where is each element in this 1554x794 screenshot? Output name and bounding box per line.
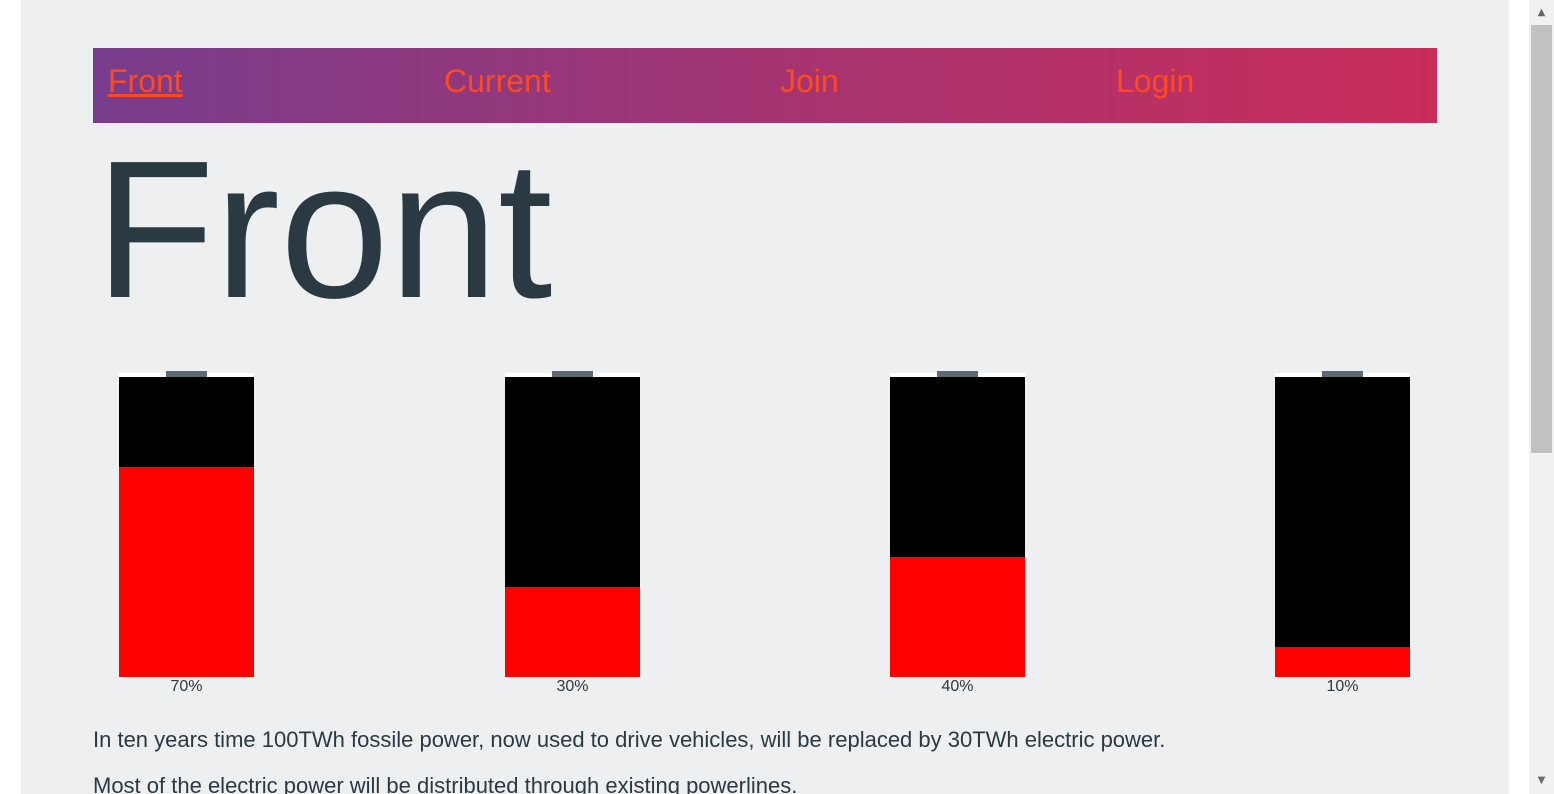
page-title: Front	[95, 120, 553, 339]
battery-body	[890, 377, 1025, 677]
top-nav: Front Current Join Login	[93, 48, 1437, 123]
battery-gauge: 30%	[505, 371, 640, 701]
nav-link-current[interactable]: Current	[444, 63, 551, 99]
battery-terminal	[166, 371, 207, 377]
nav-link-front[interactable]: Front	[108, 63, 183, 99]
scrollbar-thumb[interactable]	[1531, 25, 1552, 453]
nav-link-join[interactable]: Join	[780, 63, 839, 99]
battery-percent-label: 70%	[170, 678, 203, 695]
battery-gauge: 70%	[119, 371, 254, 701]
scroll-up-icon[interactable]: ▲	[1537, 7, 1546, 18]
battery-body	[505, 377, 640, 677]
battery-gauge: 10%	[1275, 371, 1410, 701]
powerlines-paragraph: Most of the electric power will be distr…	[93, 773, 798, 794]
battery-fill	[119, 467, 254, 677]
scroll-down-icon[interactable]: ▼	[1537, 775, 1546, 786]
intro-paragraph: In ten years time 100TWh fossile power, …	[93, 727, 1166, 752]
nav-link-login[interactable]: Login	[1116, 63, 1195, 99]
vertical-scrollbar[interactable]: ▲ ▼	[1529, 0, 1554, 794]
battery-terminal	[1322, 371, 1363, 377]
battery-body	[119, 377, 254, 677]
page-container: Front Current Join Login Front 70% 30% 4…	[21, 0, 1509, 794]
battery-fill	[505, 587, 640, 677]
battery-terminal	[552, 371, 593, 377]
battery-percent-label: 40%	[941, 678, 974, 695]
battery-body	[1275, 377, 1410, 677]
battery-fill	[1275, 647, 1410, 677]
battery-terminal	[937, 371, 978, 377]
battery-gauge: 40%	[890, 371, 1025, 701]
battery-fill	[890, 557, 1025, 677]
battery-percent-label: 10%	[1326, 678, 1359, 695]
battery-percent-label: 30%	[556, 678, 589, 695]
